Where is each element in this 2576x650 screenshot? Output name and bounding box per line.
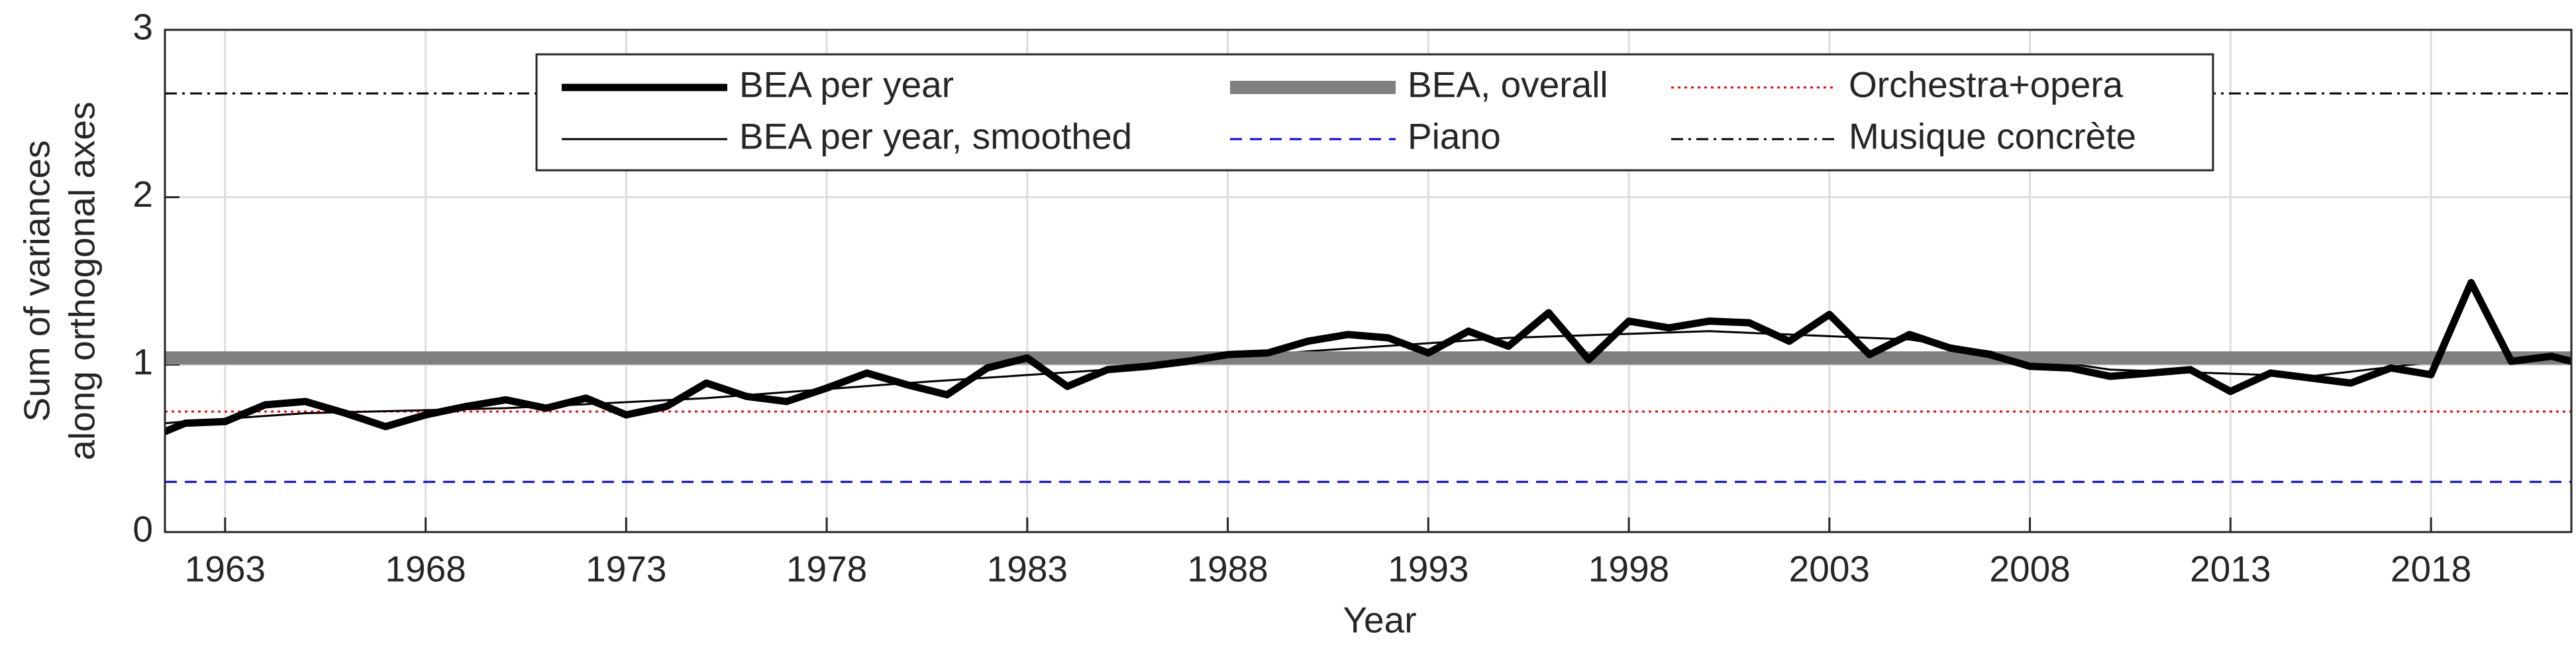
x-tick-label: 2008 xyxy=(1989,549,2070,590)
legend-label: Orchestra+opera xyxy=(1849,64,2124,105)
x-tick-label: 1988 xyxy=(1187,549,1268,590)
y-tick-label: 2 xyxy=(132,174,153,215)
legend-label: Musique concrète xyxy=(1849,116,2136,157)
x-tick-label: 1993 xyxy=(1388,549,1468,590)
x-tick-label: 2013 xyxy=(2190,549,2271,590)
x-axis-label: Year xyxy=(1343,600,1416,641)
legend-label: BEA per year xyxy=(739,64,954,105)
legend-label: BEA, overall xyxy=(1408,64,1608,105)
x-tick-label: 1973 xyxy=(586,549,666,590)
x-tick-label: 1968 xyxy=(385,549,466,590)
data-line xyxy=(165,330,2571,425)
y-axis-label: Sum of variances xyxy=(17,140,58,422)
x-tick-label: 2018 xyxy=(2391,549,2471,590)
axes-box xyxy=(164,28,2573,533)
x-tick-label: 1978 xyxy=(786,549,867,590)
x-tick-label: 2003 xyxy=(1789,549,1870,590)
legend-label: Piano xyxy=(1408,116,1501,157)
x-tick-label: 1963 xyxy=(185,549,266,590)
y-axis-label: along orthogonal axes xyxy=(62,101,103,460)
x-tick-label: 1983 xyxy=(987,549,1068,590)
y-tick-label: 1 xyxy=(132,341,153,382)
x-tick-label: 1998 xyxy=(1588,549,1669,590)
plot-area xyxy=(165,92,2571,483)
y-tick-label: 3 xyxy=(132,7,153,48)
y-tick-label: 0 xyxy=(132,509,153,550)
legend-label: BEA per year, smoothed xyxy=(739,116,1132,157)
legend-box xyxy=(535,53,2214,172)
legend: BEA per year BEA per year, smoothed BEA, o… xyxy=(535,53,2214,172)
data-line xyxy=(165,279,2571,436)
